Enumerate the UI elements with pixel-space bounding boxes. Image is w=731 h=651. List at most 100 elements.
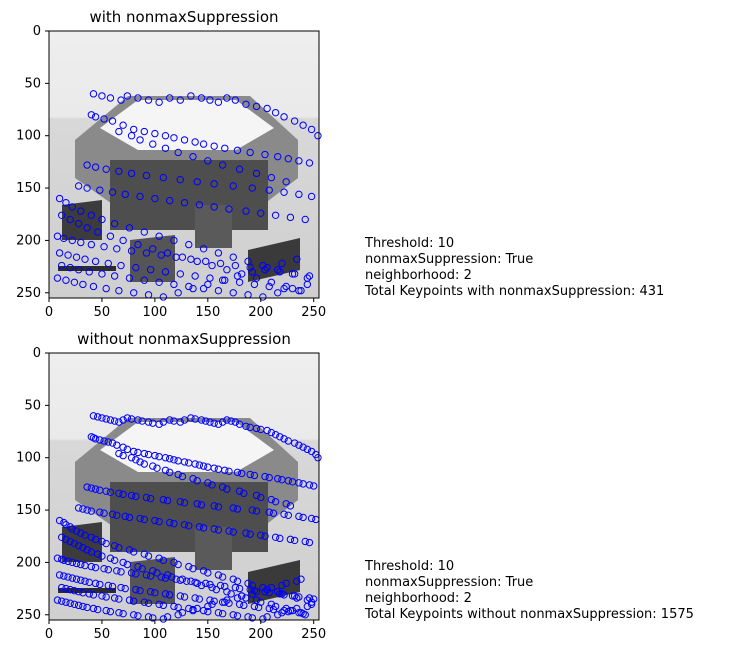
keypoint-marker (293, 604, 301, 613)
keypoint-marker (214, 98, 223, 106)
keypoint-marker (307, 192, 316, 201)
keypoint-marker (202, 579, 210, 588)
keypoint-marker (267, 428, 276, 437)
keypoint-marker (185, 562, 193, 571)
keypoint-marker (96, 436, 104, 444)
keypoint-marker (261, 532, 269, 540)
keypoint-marker (185, 604, 193, 613)
keypoint-marker (132, 263, 140, 272)
x-tick-label: 0 (45, 305, 53, 320)
keypoint-marker (210, 203, 218, 211)
keypoint-marker (62, 276, 70, 284)
keypoint-marker (210, 502, 218, 510)
keypoint-marker (204, 157, 212, 165)
keypoint-marker (66, 537, 74, 546)
keypoint-marker (115, 286, 123, 295)
keypoint-marker (134, 240, 142, 249)
keypoint-marker (257, 209, 265, 217)
keypoint-marker (191, 460, 199, 468)
keypoint-marker (121, 190, 129, 199)
y-tick-label: 250 (16, 608, 41, 623)
keypoint-marker (242, 422, 250, 430)
keypoint-marker (100, 437, 108, 445)
keypoint-marker (221, 598, 229, 606)
keypoint-marker (204, 479, 212, 487)
keypoint-marker (151, 194, 159, 203)
keypoint-marker (55, 571, 64, 579)
keypoint-marker (199, 462, 208, 470)
keypoint-marker (265, 282, 273, 291)
keypoint-marker (180, 458, 189, 466)
keypoint-marker (170, 280, 178, 289)
keypoint-marker (288, 606, 297, 615)
x-tick-label: 50 (94, 305, 111, 320)
keypoint-marker (210, 142, 218, 150)
keypoint-marker (106, 416, 115, 424)
keypoint-marker (91, 113, 100, 121)
keypoint-marker (170, 236, 178, 245)
keypoint-marker (102, 606, 110, 615)
keypoint-marker (246, 263, 254, 272)
keypoint-marker (195, 595, 204, 603)
keypoint-marker (70, 278, 79, 286)
keypoint-marker (87, 211, 96, 219)
keypoint-marker (142, 171, 151, 180)
keypoint-marker (117, 583, 125, 592)
keypoint-marker (229, 528, 237, 536)
keypoint-marker (238, 469, 246, 478)
keypoint-marker (94, 413, 102, 421)
keypoint-marker (58, 583, 66, 592)
keypoint-marker (191, 272, 199, 280)
keypoint-marker (267, 278, 276, 286)
keypoint-marker (231, 418, 240, 426)
keypoint-marker (233, 594, 242, 602)
keypoint-marker (117, 261, 125, 270)
keypoint-marker (104, 566, 112, 574)
keypoint-marker (172, 253, 180, 261)
keypoint-marker (110, 594, 119, 602)
keypoint-marker (271, 533, 280, 541)
keypoint-marker (187, 414, 195, 422)
keypoint-marker (155, 517, 163, 526)
keypoint-marker (244, 257, 252, 266)
x-tick-label: 250 (301, 305, 326, 320)
keypoint-marker (214, 571, 223, 579)
keypoint-marker (202, 417, 210, 425)
y-tick-label: 50 (24, 76, 41, 91)
keypoint-marker (265, 604, 273, 613)
keypoint-marker (146, 572, 155, 580)
keypoint-marker (176, 592, 184, 600)
keypoint-marker (223, 94, 231, 102)
keypoint-marker (233, 577, 242, 585)
keypoint-marker (246, 530, 254, 538)
keypoint-marker (250, 602, 259, 611)
keypoint-marker (267, 583, 276, 592)
keypoint-marker (136, 136, 144, 144)
keypoint-marker (310, 482, 318, 490)
keypoint-marker (295, 441, 303, 449)
keypoint-marker (91, 535, 100, 544)
keypoint-marker (189, 284, 197, 293)
keypoint-marker (102, 415, 110, 423)
keypoint-marker (121, 584, 129, 593)
keypoint-marker (193, 477, 201, 485)
keypoint-marker (248, 506, 256, 514)
keypoint-marker (231, 96, 240, 104)
keypoint-marker (295, 286, 303, 295)
keypoint-marker (212, 585, 220, 594)
keypoint-marker (130, 125, 138, 134)
y-tick-label: 100 (16, 451, 41, 466)
keypoint-marker (218, 161, 227, 169)
keypoint-marker (119, 558, 127, 567)
keypoint-marker (280, 606, 288, 615)
axes-frame (48, 30, 320, 299)
keypoint-marker (142, 249, 151, 257)
keypoint-marker (235, 420, 244, 428)
plot-title: without nonmaxSuppression (77, 330, 291, 348)
keypoint-marker (242, 594, 250, 602)
keypoint-marker (218, 276, 227, 284)
keypoint-marker (64, 573, 72, 581)
keypoint-marker (189, 152, 197, 161)
keypoint-marker (140, 515, 148, 524)
keypoint-marker (189, 564, 197, 573)
